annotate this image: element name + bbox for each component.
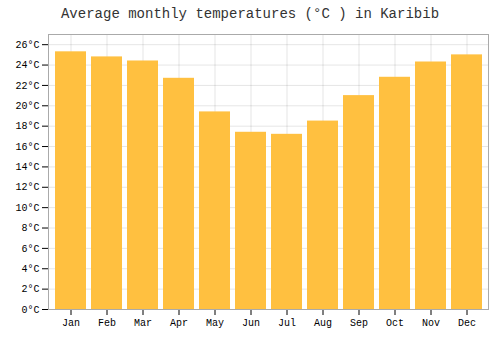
svg-text:Apr: Apr — [170, 318, 188, 329]
svg-text:Aug: Aug — [314, 318, 332, 329]
svg-text:12°C: 12°C — [15, 182, 39, 193]
html-text:Average monthly temperatures (: Average monthly temperatures (°C ) in Ka… — [61, 6, 439, 22]
svg-text:4°C: 4°C — [21, 264, 39, 275]
svg-text:Sep: Sep — [350, 318, 368, 329]
svg-text:Jan: Jan — [62, 318, 80, 329]
svg-text:0°C: 0°C — [21, 305, 39, 316]
svg-text:16°C: 16°C — [15, 142, 39, 153]
svg-text:Dec: Dec — [458, 318, 476, 329]
svg-text:24°C: 24°C — [15, 60, 39, 71]
svg-text:Jul: Jul — [278, 318, 296, 329]
svg-text:May: May — [206, 318, 224, 329]
svg-text:Jun: Jun — [242, 318, 260, 329]
svg-text:18°C: 18°C — [15, 121, 39, 132]
svg-text:22°C: 22°C — [15, 81, 39, 92]
svg-text:Nov: Nov — [422, 318, 440, 329]
svg-text:10°C: 10°C — [15, 203, 39, 214]
svg-text:6°C: 6°C — [21, 244, 39, 255]
svg-text:Oct: Oct — [386, 318, 404, 329]
svg-text:Feb: Feb — [98, 318, 116, 329]
svg-text:Mar: Mar — [134, 318, 152, 329]
svg-text:26°C: 26°C — [15, 40, 39, 51]
svg-text:2°C: 2°C — [21, 284, 39, 295]
svg-text:20°C: 20°C — [15, 101, 39, 112]
svg-text:14°C: 14°C — [15, 162, 39, 173]
svg-text:8°C: 8°C — [21, 223, 39, 234]
